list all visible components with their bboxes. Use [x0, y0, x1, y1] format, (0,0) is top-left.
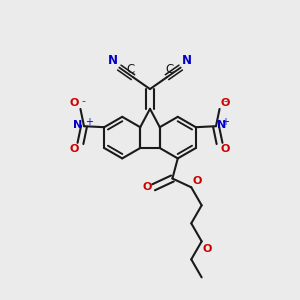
Text: C: C	[165, 63, 173, 76]
Text: N: N	[218, 120, 227, 130]
Text: -: -	[224, 97, 228, 106]
Text: C: C	[127, 63, 135, 76]
Text: O: O	[202, 244, 212, 254]
Text: N: N	[182, 54, 192, 67]
Text: O: O	[221, 144, 230, 154]
Text: O: O	[193, 176, 202, 186]
Text: O: O	[221, 98, 230, 108]
Text: +: +	[85, 117, 93, 127]
Text: N: N	[73, 120, 83, 130]
Text: O: O	[142, 182, 152, 192]
Text: O: O	[70, 144, 79, 154]
Text: N: N	[108, 54, 118, 67]
Text: O: O	[70, 98, 79, 108]
Text: +: +	[221, 117, 229, 127]
Text: -: -	[82, 97, 86, 106]
